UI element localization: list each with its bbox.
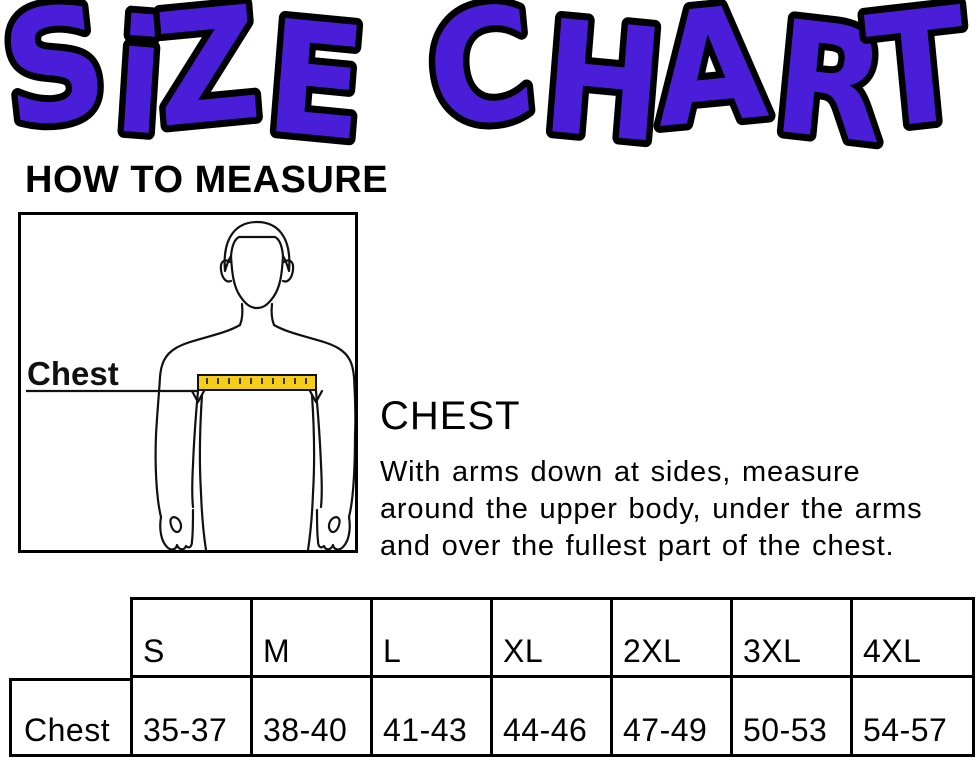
torso-left-path	[198, 393, 208, 550]
title-word-chart: CHART	[419, 0, 975, 155]
right-arm-outer-path	[272, 323, 355, 519]
size-column-header-m: M	[250, 597, 370, 678]
measurement-figure-box: Chest	[18, 212, 358, 553]
tape-tick-marks	[206, 378, 307, 384]
measuring-tape-icon	[197, 374, 317, 391]
chest-row-label: Chest	[9, 678, 130, 757]
torso-right-path	[306, 393, 316, 550]
chest-value-4xl: 54-57	[850, 678, 975, 757]
left-arm-inner-path	[191, 389, 200, 509]
left-ear-path	[219, 259, 233, 283]
chest-value-3xl: 50-53	[730, 678, 850, 757]
chest-value-l: 41-43	[370, 678, 490, 757]
chest-value-2xl: 47-49	[610, 678, 730, 757]
size-column-header-l: L	[370, 597, 490, 678]
chest-instruction-line: around the upper body, under the arms	[380, 493, 923, 525]
size-column-header-s: S	[130, 597, 250, 678]
figure-chest-label: Chest	[27, 355, 119, 392]
neck-left-path	[238, 302, 244, 327]
right-ear-path	[281, 259, 295, 283]
size-column-header-2xl: 2XL	[610, 597, 730, 678]
chest-instruction-line: and over the fullest part of the chest.	[380, 530, 895, 562]
face-path	[229, 254, 285, 310]
left-arm-outer-path	[154, 323, 242, 519]
chest-value-s: 35-37	[130, 678, 250, 757]
chest-instruction-heading: CHEST	[380, 394, 521, 438]
left-hand-path	[159, 508, 195, 550]
right-thumb-path	[327, 516, 341, 534]
title-word-size: SiZE	[0, 0, 372, 155]
size-column-header-4xl: 4XL	[850, 597, 975, 678]
neck-right-path	[270, 302, 276, 327]
right-hand-path	[315, 508, 351, 550]
how-to-measure-heading: HOW TO MEASURE	[25, 159, 389, 201]
chest-value-xl: 44-46	[490, 678, 610, 757]
size-column-header-3xl: 3XL	[730, 597, 850, 678]
chest-value-m: 38-40	[250, 678, 370, 757]
hair-path	[223, 220, 291, 273]
left-thumb-path	[169, 516, 183, 534]
size-column-header-xl: XL	[490, 597, 610, 678]
torso-line-art: Chest	[26, 220, 355, 550]
chest-instruction-block: CHEST With arms down at sides, measure a…	[380, 394, 978, 565]
right-arm-inner-path	[314, 389, 323, 509]
size-chart-title: SiZE CHART	[0, 0, 978, 155]
chest-instruction-line: With arms down at sides, measure	[380, 456, 861, 488]
